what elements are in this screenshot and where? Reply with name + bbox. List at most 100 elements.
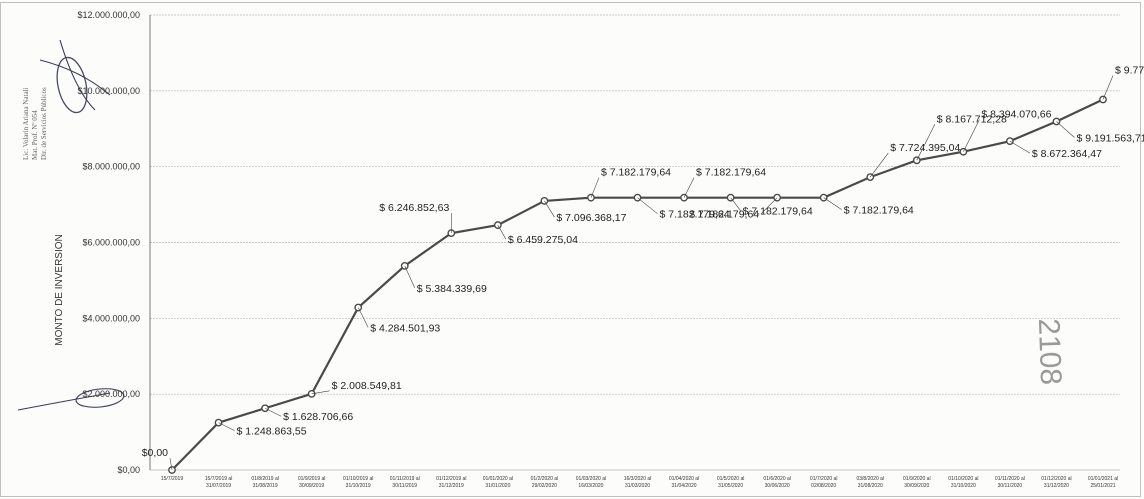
leader-line xyxy=(683,177,695,198)
x-tick-label: 31/12/2019 xyxy=(439,483,464,489)
x-tick-label: 01/12/2019 al xyxy=(436,476,466,482)
leader-line xyxy=(730,197,741,211)
y-axis-label: MONTO DE INVERSION xyxy=(54,234,65,346)
y-tick-label: $0,00 xyxy=(117,465,140,475)
y-tick-label: $10.000.000,00 xyxy=(77,86,140,96)
x-tick-label: 01/8/2019 al xyxy=(251,476,279,482)
x-tick-label: 01/2/2020 al xyxy=(531,476,559,482)
y-tick-label: $6.000.000,00 xyxy=(82,238,140,248)
leader-line xyxy=(590,177,600,198)
data-label: $0,00 xyxy=(142,447,168,459)
stamp-text: Dir. de Servicios Públicos xyxy=(40,87,48,160)
y-tick-label: $8.000.000,00 xyxy=(82,162,140,172)
data-label: $ 1.248.863,55 xyxy=(237,426,307,438)
x-tick-label: 31/12/2020 xyxy=(1044,483,1069,489)
data-point xyxy=(261,404,269,413)
x-tick-label: 01/12/2020 al xyxy=(1041,476,1071,482)
leader-line xyxy=(1009,140,1031,154)
x-tick-label: 30/11/2019 xyxy=(392,483,417,489)
data-label: $ 8.394.070,66 xyxy=(981,109,1051,121)
x-tick-label: 30/06/2020 xyxy=(765,483,790,489)
x-tick-label: 01/04/2020 al xyxy=(669,476,699,482)
data-label: $ 7.182.179,64 xyxy=(689,209,759,221)
y-axis-ticks: $0,00 $2.000.000,00 $4.000.000,00 $6.000.00… xyxy=(77,10,140,475)
data-label: $ 1.628.706,66 xyxy=(283,411,353,423)
data-label: $ 7.182.179,64 xyxy=(844,205,914,217)
data-label: $ 7.182.179,64 xyxy=(696,167,766,179)
leader-line xyxy=(916,124,936,161)
signature-stamp-top: Lic. Volarin Ariana Natali Mat. Prof. Nº … xyxy=(22,39,111,160)
x-tick-label: 31/10/2020 xyxy=(951,483,976,489)
x-tick-label: 02/08/2020 xyxy=(811,483,836,489)
x-tick-label: 16/03/2020 xyxy=(578,483,603,489)
x-tick-label: 01/11/2020 al xyxy=(995,476,1025,482)
leader-line xyxy=(169,457,173,471)
x-tick-label: 03/8/2020 al xyxy=(856,476,884,482)
data-label: $ 7.724.395,04 xyxy=(890,142,960,154)
x-tick-label: 15/7/2019 al xyxy=(205,476,233,482)
x-tick-label: 01/9/2019 al xyxy=(298,476,326,482)
leader-line xyxy=(497,224,507,240)
leader-line xyxy=(404,265,416,288)
y-tick-label: $2.000.000,00 xyxy=(82,389,140,399)
x-tick-label: 01/5/2020 al xyxy=(717,476,745,482)
x-tick-label: 15/7/2019 xyxy=(161,476,183,482)
data-label: $ 9.191.563,71 xyxy=(1076,132,1144,144)
x-tick-label: 01/10/2019 al xyxy=(343,476,373,482)
x-tick-label: 01/10/2020 al xyxy=(948,476,978,482)
data-labels: $0,00 $ 1.248.863,55 $ 1.628.706,66 $ 2.008… xyxy=(142,65,1144,471)
x-tick-label: 30/11/2020 xyxy=(998,483,1023,489)
leader-line xyxy=(264,407,282,417)
leader-line xyxy=(544,200,555,218)
leader-line xyxy=(963,119,980,152)
y-tick-label: $4.000.000,00 xyxy=(82,313,140,323)
x-tick-label: 31/01/2020 xyxy=(485,483,510,489)
data-point xyxy=(307,389,316,398)
handwritten-number: 2108 xyxy=(1032,318,1067,386)
x-tick-label: 30/09/2019 xyxy=(299,483,324,489)
data-point xyxy=(493,221,502,229)
data-label: $ 7.182.179,64 xyxy=(660,209,730,221)
data-label: $ 2.008.549,81 xyxy=(332,380,402,392)
x-tick-label: 01/11/2019 al xyxy=(390,476,420,482)
x-tick-label: 01/01/2021 al xyxy=(1088,476,1118,482)
leader-line xyxy=(218,422,235,431)
x-tick-label: 01/7/2020 al xyxy=(810,476,838,482)
data-point xyxy=(214,418,223,427)
x-tick-label: 31/08/2020 xyxy=(858,483,883,489)
x-tick-label: 31/03/2020 xyxy=(625,483,650,489)
x-tick-label: 31/08/2019 xyxy=(253,483,278,489)
leader-line xyxy=(311,390,330,395)
stamp-text: Mat. Prof. Nº 054 xyxy=(31,110,39,160)
x-tick-label: 01/01/2020 al xyxy=(483,476,513,482)
data-label: $ 8.167.712,28 xyxy=(937,113,1007,125)
x-tick-label: 25/01/2021 xyxy=(1090,483,1115,489)
data-label: $ 9.770.722,63 xyxy=(1115,65,1144,77)
x-tick-label: 31/07/2019 xyxy=(206,483,231,489)
data-label: $ 6.459.275,04 xyxy=(508,234,578,246)
leader-line xyxy=(1102,75,1114,100)
leader-line xyxy=(823,197,842,210)
leader-line xyxy=(357,307,369,328)
x-tick-label: 01/03/2020 al xyxy=(576,476,606,482)
x-tick-label: 31/04/2020 xyxy=(672,483,697,489)
data-point xyxy=(400,261,409,270)
leader-line xyxy=(1056,121,1075,138)
leader-line xyxy=(870,152,889,178)
data-label: $ 4.284.501,93 xyxy=(370,323,440,335)
x-tick-label: 16/3/2020 al xyxy=(624,476,652,482)
signature-stamp-bottom xyxy=(17,388,125,411)
stamp-text: Lic. Volarin Ariana Natali xyxy=(22,88,30,160)
x-tick-label: 31/10/2019 xyxy=(346,483,371,489)
x-tick-label: 01/9/2020 al xyxy=(903,476,931,482)
data-label: $ 7.182.179,64 xyxy=(743,206,813,218)
x-tick-label: 01/6/2020 al xyxy=(763,476,791,482)
x-tick-label: 29/02/2020 xyxy=(532,483,557,489)
data-label: $ 5.384.339,69 xyxy=(417,283,487,295)
x-tick-label: 30/09/2020 xyxy=(904,483,929,489)
